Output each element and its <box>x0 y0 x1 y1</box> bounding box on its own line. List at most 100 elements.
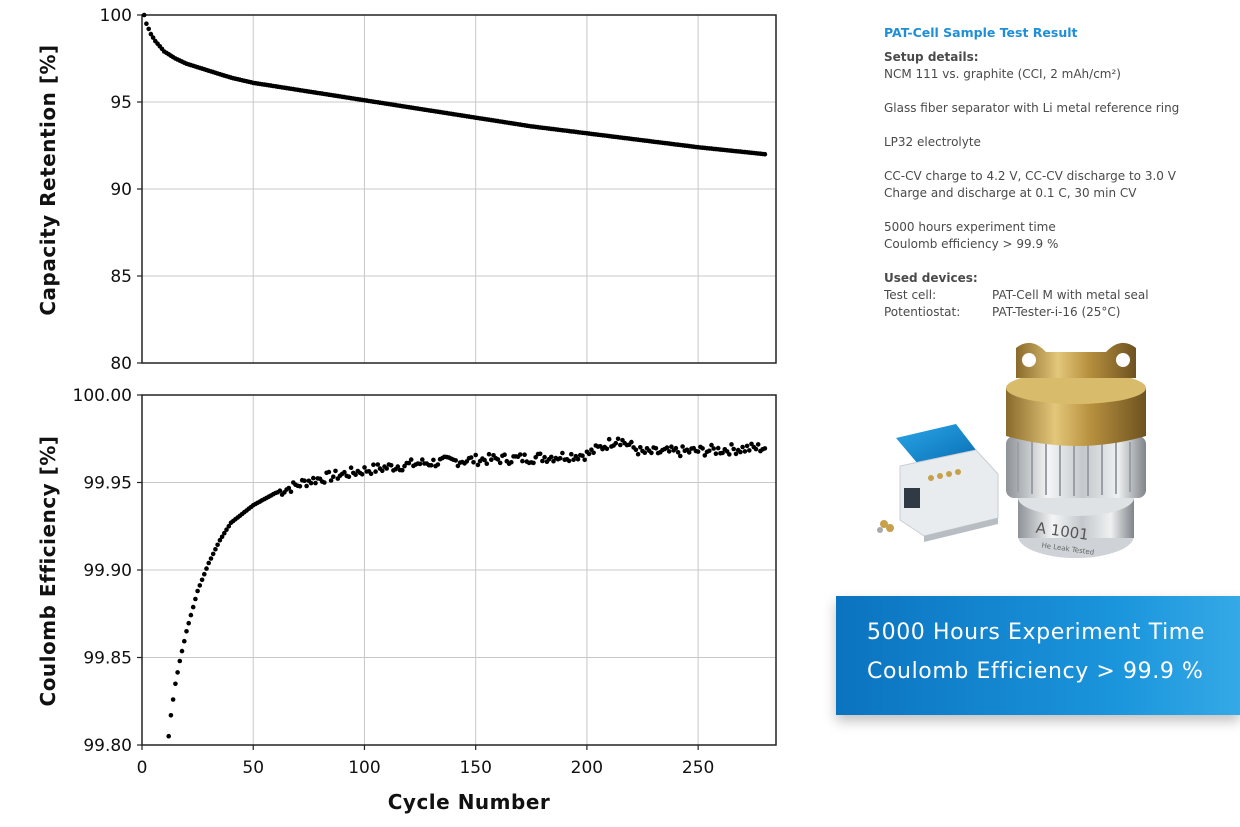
data-point <box>482 457 487 463</box>
setup-line: CC-CV charge to 4.2 V, CC-CV discharge t… <box>884 169 1176 183</box>
data-point <box>495 457 501 462</box>
data-point <box>193 596 198 602</box>
charts-figure: 80 85 90 95 100 Capacity Retention [%] 99.80… <box>36 6 777 814</box>
setup-line: Charge and discharge at 0.1 C, 30 min CV <box>884 186 1137 200</box>
data-point <box>468 455 474 460</box>
data-point <box>188 612 194 618</box>
spacer <box>884 202 1234 219</box>
data-point <box>195 588 200 594</box>
data-point <box>673 445 679 451</box>
data-point <box>471 460 476 465</box>
data-point <box>762 446 768 451</box>
tester-display <box>904 488 920 508</box>
device-value: PAT-Cell M with metal seal <box>992 288 1149 302</box>
data-point <box>484 461 490 467</box>
data-point <box>715 445 721 451</box>
device-label: Test cell: <box>884 288 937 302</box>
data-point <box>569 451 574 457</box>
data-point <box>486 451 492 457</box>
data-point <box>711 446 716 451</box>
data-point <box>613 440 619 446</box>
spacer <box>884 117 1234 134</box>
setup-line: 5000 hours experiment time <box>884 220 1056 234</box>
data-point <box>571 457 576 463</box>
data-point <box>302 478 307 484</box>
coulomb-y-axis-label: Coulomb Efficiency [%] <box>36 436 60 707</box>
data-point <box>560 450 565 456</box>
data-point <box>170 697 176 702</box>
data-point <box>308 480 314 486</box>
banner-line-1: 5000 Hours Experiment Time <box>867 620 1205 645</box>
spacer <box>884 151 1234 168</box>
data-point <box>713 451 719 457</box>
data-point <box>219 534 225 540</box>
data-point <box>342 469 347 475</box>
data-point <box>297 484 303 489</box>
pat-cell: A 1001 He Leak Tested <box>1006 342 1146 558</box>
data-point <box>333 468 338 474</box>
data-point <box>533 455 538 460</box>
data-point <box>197 583 203 588</box>
data-point <box>537 451 543 457</box>
data-point <box>168 713 174 718</box>
data-point <box>633 447 639 453</box>
data-point <box>388 463 394 468</box>
setup-heading: Setup details: <box>884 50 979 64</box>
data-point <box>150 35 156 40</box>
data-point <box>362 465 367 470</box>
data-point <box>359 472 365 477</box>
data-point <box>542 454 547 460</box>
cell-knurled-ring <box>1006 436 1146 498</box>
data-point <box>629 439 634 445</box>
data-point <box>420 457 425 462</box>
data-point <box>700 446 705 451</box>
x-tick-label: 0 <box>137 758 148 778</box>
y-tick-label: 95 <box>110 93 132 113</box>
data-point <box>680 444 685 449</box>
data-point <box>331 474 336 480</box>
data-point <box>406 460 412 466</box>
data-point <box>606 436 612 442</box>
data-point <box>400 467 405 473</box>
data-point <box>408 457 414 462</box>
capacity-y-axis-label: Capacity Retention [%] <box>36 44 60 315</box>
data-point <box>762 151 768 157</box>
data-point <box>729 442 734 447</box>
data-point <box>215 542 220 548</box>
data-point <box>435 462 441 467</box>
data-point <box>669 444 674 450</box>
data-point <box>664 445 670 450</box>
data-point <box>428 463 434 468</box>
coulomb-x-ticks: 0 50 100 150 200 250 <box>137 745 714 778</box>
data-point <box>277 488 283 494</box>
data-point <box>649 450 654 456</box>
coulomb-chart: 99.80 99.85 99.90 99.95 100.00 0 50 100 150 200 2… <box>36 386 777 814</box>
data-point <box>742 449 748 454</box>
data-point <box>549 454 554 460</box>
capacity-series <box>141 12 768 157</box>
coulomb-series <box>166 436 768 739</box>
x-tick-label: 150 <box>459 758 491 778</box>
data-point <box>638 445 643 450</box>
data-point <box>615 436 621 442</box>
data-point <box>353 472 358 478</box>
data-point <box>190 604 196 610</box>
spacer <box>884 253 1234 270</box>
data-point <box>747 448 752 453</box>
y-tick-label: 99.90 <box>83 561 132 581</box>
data-point <box>166 733 171 739</box>
data-point <box>580 453 585 459</box>
data-point <box>720 450 725 456</box>
data-point <box>431 457 436 463</box>
data-point <box>304 483 309 489</box>
data-point <box>175 670 180 675</box>
y-tick-label: 85 <box>110 267 132 287</box>
data-point <box>522 452 527 458</box>
setup-line: NCM 111 vs. graphite (CCI, 2 mAh/cm²) <box>884 67 1121 81</box>
coulomb-y-ticks: 99.80 99.85 99.90 99.95 100.00 <box>73 386 142 756</box>
data-point <box>557 456 563 461</box>
tester-device <box>877 424 999 542</box>
data-point <box>224 527 229 532</box>
spacer <box>884 83 1234 100</box>
data-point <box>731 446 736 452</box>
